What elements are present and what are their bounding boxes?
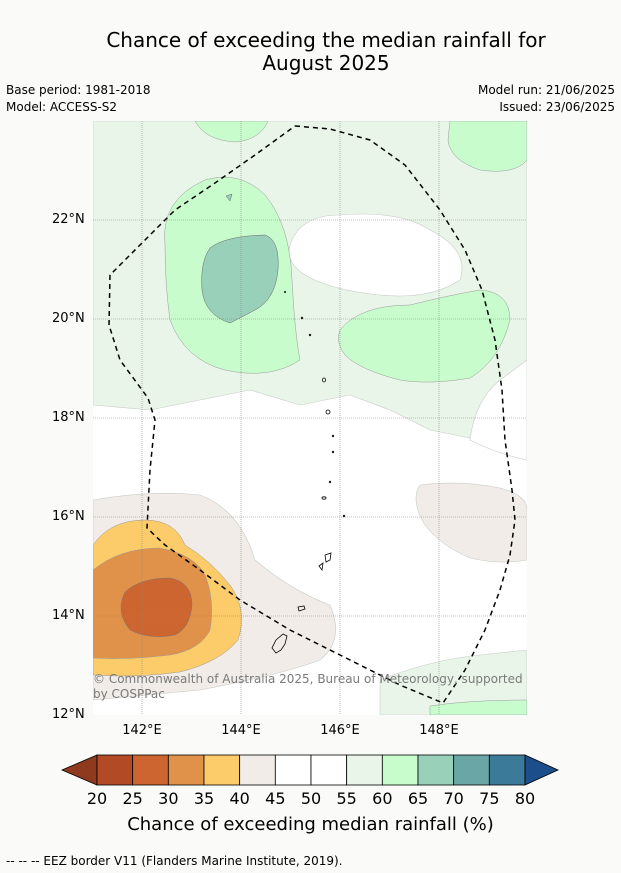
map-title-line1: Chance of exceeding the median rainfall … xyxy=(106,28,546,52)
shading-65-70-speck xyxy=(225,193,233,202)
colorbar-arrow-high xyxy=(524,754,559,786)
eez-footnote: -- -- -- EEZ border V11 (Flanders Marine… xyxy=(6,854,343,868)
shading-40-45-east xyxy=(415,482,527,563)
lon-label-146: 146°E xyxy=(320,723,360,738)
shading-50-55-hole xyxy=(288,213,463,297)
colorbar-swatch xyxy=(132,754,169,786)
islands xyxy=(271,290,346,654)
map-plot-area xyxy=(93,121,527,715)
eez-border xyxy=(108,125,516,704)
colorbar-swatch xyxy=(274,754,312,786)
colorbar-tick-label: 60 xyxy=(372,789,393,808)
shading-60-65-east xyxy=(338,289,511,383)
lat-label-12: 12°N xyxy=(52,707,85,722)
model-run-label: Model run: 21/06/2025 xyxy=(477,83,615,97)
colorbar-tick-label: 70 xyxy=(443,789,464,808)
shading-55-60-north xyxy=(93,121,527,441)
shading-white-east xyxy=(469,359,527,461)
colorbar-swatch xyxy=(453,754,490,786)
shading-65-70 xyxy=(201,234,279,324)
colorbar-swatch xyxy=(346,754,383,786)
lat-label-18: 18°N xyxy=(52,410,85,425)
shading-55-60-southeast xyxy=(379,649,527,715)
colorbar-title: Chance of exceeding median rainfall (%) xyxy=(127,814,494,835)
colorbar xyxy=(60,754,559,786)
colorbar-tick-label: 80 xyxy=(514,789,536,808)
colorbar-arrow-low xyxy=(60,754,98,786)
shading-25-30 xyxy=(120,577,193,637)
lat-label-16: 16°N xyxy=(52,509,85,524)
copyright-notice: © Commonwealth of Australia 2025, Bureau… xyxy=(93,672,523,701)
colorbar-swatch xyxy=(239,754,276,786)
map-title-line2: August 2025 xyxy=(262,51,390,75)
issued-label: Issued: 23/06/2025 xyxy=(499,100,615,114)
colorbar-tick-label: 45 xyxy=(265,789,286,808)
base-period-label: Base period: 1981-2018 xyxy=(6,83,151,97)
colorbar-tick-label: 20 xyxy=(86,789,108,808)
colorbar-tick-label: 65 xyxy=(407,789,429,808)
colorbar-tick-label: 75 xyxy=(479,789,500,808)
colorbar-swatch xyxy=(310,754,348,786)
shading-60-65-northeast xyxy=(447,121,527,172)
lon-label-142: 142°E xyxy=(122,723,162,738)
lon-label-148: 148°E xyxy=(419,723,459,738)
shading-60-65-north xyxy=(194,121,269,143)
colorbar-tick-label: 35 xyxy=(193,789,215,808)
colorbar-swatch xyxy=(167,754,205,786)
colorbar-tick-label: 55 xyxy=(336,789,357,808)
lon-label-144: 144°E xyxy=(221,723,261,738)
lat-label-14: 14°N xyxy=(52,608,85,623)
graticule xyxy=(93,121,527,715)
lat-label-22: 22°N xyxy=(52,212,85,227)
colorbar-swatch xyxy=(488,754,526,786)
colorbar-swatch xyxy=(417,754,455,786)
colorbar-tick-label: 40 xyxy=(229,789,250,808)
colorbar-tick-label: 30 xyxy=(158,789,179,808)
colorbar-swatch xyxy=(381,754,419,786)
shading-60-65-southeast xyxy=(429,699,527,715)
colorbar-tick-label: 25 xyxy=(122,789,143,808)
colorbar-swatch xyxy=(203,754,241,786)
lat-label-20: 20°N xyxy=(52,311,85,326)
model-label: Model: ACCESS-S2 xyxy=(6,100,118,114)
colorbar-tick-label: 50 xyxy=(300,789,322,808)
colorbar-swatch xyxy=(96,754,134,786)
